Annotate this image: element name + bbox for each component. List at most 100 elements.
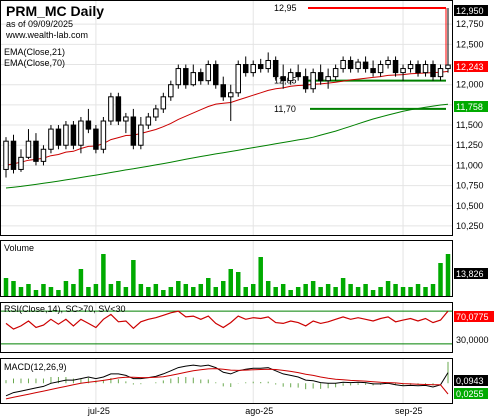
candle-body: [40, 148, 47, 162]
volume-bar: [333, 287, 338, 296]
volume-bar: [18, 287, 24, 296]
candle-body: [325, 76, 331, 82]
volume-bar: [303, 284, 308, 296]
volume-bar: [56, 290, 61, 296]
indicator-ema21-label: EMA(Close,21): [4, 47, 65, 57]
price-tick-label: 11,000: [456, 160, 483, 170]
volume-bar: [415, 284, 421, 296]
volume-bar: [93, 284, 99, 296]
price-tick-label: 11,250: [456, 140, 483, 150]
rsi-title: RSI(Close,14), SC>70, SV<30: [4, 304, 126, 314]
ema70-line: [5, 103, 449, 189]
volume-title: Volume: [4, 243, 34, 253]
volume-bar: [101, 254, 106, 296]
candle-body: [168, 84, 174, 98]
candle-body: [407, 64, 414, 70]
macd-line: [5, 364, 449, 397]
volume-bar: [235, 272, 241, 296]
candle-body: [175, 68, 182, 86]
candle-body: [400, 68, 406, 74]
volume-bar: [108, 284, 114, 296]
volume-bar: [423, 287, 428, 296]
volume-panel: [0, 240, 453, 297]
candles: [3, 8, 451, 178]
svg-text:12,243: 12,243: [456, 62, 484, 72]
volume-bar: [295, 287, 301, 296]
volume-bar: [325, 284, 331, 296]
candle-body: [257, 64, 264, 70]
price-levels: 12,9512,0511,70: [274, 3, 447, 114]
volume-bar: [378, 287, 383, 296]
volume-bar: [26, 284, 31, 296]
volume-bar: [400, 287, 406, 296]
volume-bar: [310, 281, 316, 296]
rsi-30-label: 30,0000: [456, 335, 489, 345]
volume-bar: [131, 260, 136, 296]
candle-body: [48, 128, 54, 150]
candle-body: [205, 64, 212, 82]
candle-body: [123, 116, 129, 122]
volume-bar: [363, 284, 368, 296]
indicator-ema70-label: EMA(Close,70): [4, 58, 65, 68]
volume-bar: [438, 263, 443, 296]
volume-bar: [116, 281, 121, 296]
candle-body: [392, 59, 399, 74]
macd-last-badge: 0,0943: [454, 375, 488, 386]
macd-series: [5, 361, 449, 400]
chart-source: www.wealth-lab.com: [5, 30, 88, 40]
svg-text:13,826: 13,826: [456, 269, 484, 279]
volume-bar: [138, 284, 144, 296]
level-label: 11,70: [274, 104, 296, 114]
volume-bar: [153, 284, 159, 296]
candle-body: [78, 120, 84, 146]
volume-bar: [3, 278, 9, 296]
candle-body: [362, 61, 369, 70]
candle-body: [227, 92, 234, 98]
macd-signal-line: [5, 368, 449, 400]
candle-body: [250, 64, 256, 74]
svg-text:0,0255: 0,0255: [456, 389, 484, 399]
candle-body: [10, 140, 17, 170]
candle-body: [355, 61, 361, 70]
candle-body: [430, 64, 436, 78]
candle-body: [213, 64, 219, 86]
candle-body: [33, 140, 39, 162]
volume-bar: [385, 281, 391, 296]
price-tick-label: 12,500: [456, 39, 484, 49]
candle-body: [437, 68, 444, 78]
svg-text:12,950: 12,950: [456, 6, 484, 16]
candle-body: [287, 72, 294, 82]
volume-bar: [161, 290, 166, 296]
volume-bar: [340, 278, 346, 296]
volume-bar: [430, 284, 436, 296]
volume-bar: [273, 287, 278, 296]
volume-bar: [11, 281, 16, 296]
candle-body: [138, 124, 144, 146]
candle-body: [70, 124, 77, 146]
candle-body: [18, 156, 24, 170]
candle-body: [242, 64, 249, 74]
candle-body: [183, 68, 189, 86]
candle-body: [347, 59, 354, 70]
candle-body: [272, 59, 279, 78]
x-tick-label: ago-25: [245, 406, 273, 416]
volume-bar: [243, 287, 248, 296]
volume-bar: [168, 287, 174, 296]
candle-body: [25, 140, 32, 158]
volume-bar: [348, 284, 353, 296]
macd-signal-badge: 0,0255: [454, 388, 488, 399]
volume-bar: [265, 281, 271, 296]
candle-body: [340, 59, 346, 70]
candle-body: [280, 76, 286, 82]
candle-body: [317, 72, 324, 82]
candle-body: [332, 68, 339, 78]
x-tick-label: jul-25: [87, 406, 110, 416]
candle-body: [415, 64, 421, 74]
volume-bar: [191, 287, 196, 296]
rsi-line: [5, 310, 449, 330]
candle-body: [310, 72, 316, 90]
volume-bar: [258, 257, 263, 296]
candle-body: [93, 128, 99, 150]
ema-lines: [5, 70, 449, 189]
volume-bar: [206, 278, 211, 296]
